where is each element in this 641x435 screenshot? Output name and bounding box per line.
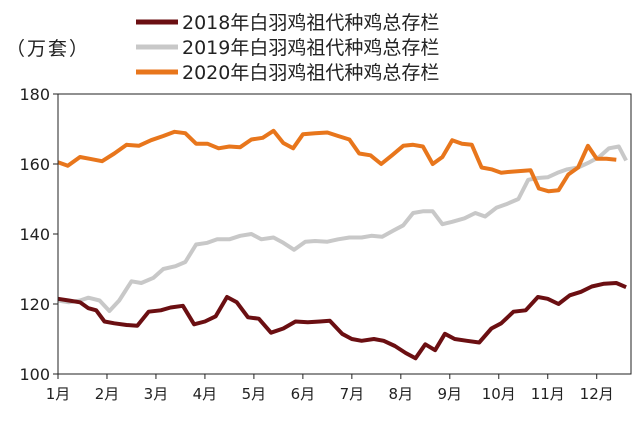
x-tick-label: 10月 xyxy=(482,385,516,403)
x-tick-label: 5月 xyxy=(242,385,267,403)
x-tick-label: 6月 xyxy=(291,385,316,403)
x-tick-label: 11月 xyxy=(531,385,565,403)
series-line-2020 xyxy=(57,128,617,194)
plot-frame xyxy=(57,93,632,375)
x-axis: 1月 2月 3月 4月 5月 6月 7月 8月 9月 10月 11月 12月 xyxy=(46,374,614,403)
y-tick-label: 120 xyxy=(19,295,50,314)
x-tick-label: 12月 xyxy=(580,385,614,403)
y-tick-label: 100 xyxy=(19,365,50,384)
legend-label-2019: 2019年白羽鸡祖代种鸡总存栏 xyxy=(182,37,439,59)
series-line-2018 xyxy=(57,281,627,361)
y-tick-label: 180 xyxy=(19,85,50,104)
x-tick-label: 1月 xyxy=(46,385,71,403)
legend-label-2020: 2020年白羽鸡祖代种鸡总存栏 xyxy=(182,62,439,84)
legend-label-2018: 2018年白羽鸡祖代种鸡总存栏 xyxy=(182,12,439,34)
x-tick-label: 7月 xyxy=(340,385,365,403)
legend: 2018年白羽鸡祖代种鸡总存栏 2019年白羽鸡祖代种鸡总存栏 2020年白羽鸡祖代… xyxy=(136,12,439,84)
x-tick-label: 4月 xyxy=(193,385,218,403)
y-axis: 100 120 140 160 180 xyxy=(19,85,58,384)
x-tick-label: 2月 xyxy=(95,385,120,403)
plot-area xyxy=(57,128,628,361)
series-line-2019 xyxy=(57,144,628,313)
y-tick-label: 160 xyxy=(19,155,50,174)
unit-label: （万套） xyxy=(6,38,91,60)
x-tick-label: 8月 xyxy=(389,385,414,403)
y-tick-label: 140 xyxy=(19,225,50,244)
x-tick-label: 3月 xyxy=(144,385,169,403)
x-tick-label: 9月 xyxy=(438,385,463,403)
